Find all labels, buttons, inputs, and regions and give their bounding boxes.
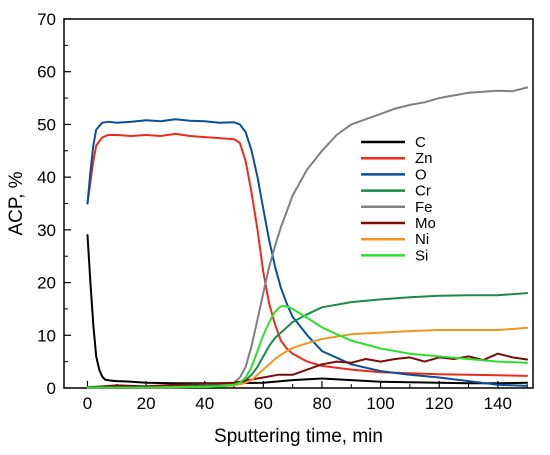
series-line-cr [86,292,529,388]
y-tick-label: 70 [37,10,56,29]
legend-label-o: O [415,166,427,183]
series-line-mo [86,352,529,389]
y-tick-label: 40 [37,168,56,187]
y-tick-label: 0 [47,379,56,398]
series-line-zn [86,132,529,377]
ticks-layer: 0 20 40 60 80 100 120 140 0 10 20 30 40 50 60 70 [37,10,528,413]
y-tick-label: 50 [37,115,56,134]
y-tick-label: 20 [37,274,56,293]
plot-frame [63,18,534,389]
legend-label-zn: Zn [415,150,433,167]
y-axis-label: ACP, % [6,171,27,235]
y-tick-label: 10 [37,326,56,345]
legend-label-fe: Fe [415,199,433,216]
series-line-o [86,118,529,387]
y-tick-label: 30 [37,221,56,240]
x-tick-label: 120 [425,394,453,413]
legend-label-cr: Cr [415,183,431,200]
x-axis-label: Sputtering time, min [214,426,383,447]
legend-label-mo: Mo [415,215,436,232]
x-tick-label: 100 [366,394,394,413]
series-line-fe [86,86,529,389]
x-tick-label: 20 [137,394,156,413]
series-layer [86,86,529,389]
legend-label-si: Si [415,247,428,264]
series-line-si [86,305,529,389]
x-tick-label: 80 [312,394,331,413]
x-tick-label: 0 [83,394,92,413]
legend-label-ni: Ni [415,231,429,248]
y-tick-label: 60 [37,63,56,82]
x-tick-label: 40 [195,394,214,413]
x-tick-label: 140 [484,394,512,413]
x-tick-label: 60 [254,394,273,413]
legend-label-c: C [415,134,426,151]
